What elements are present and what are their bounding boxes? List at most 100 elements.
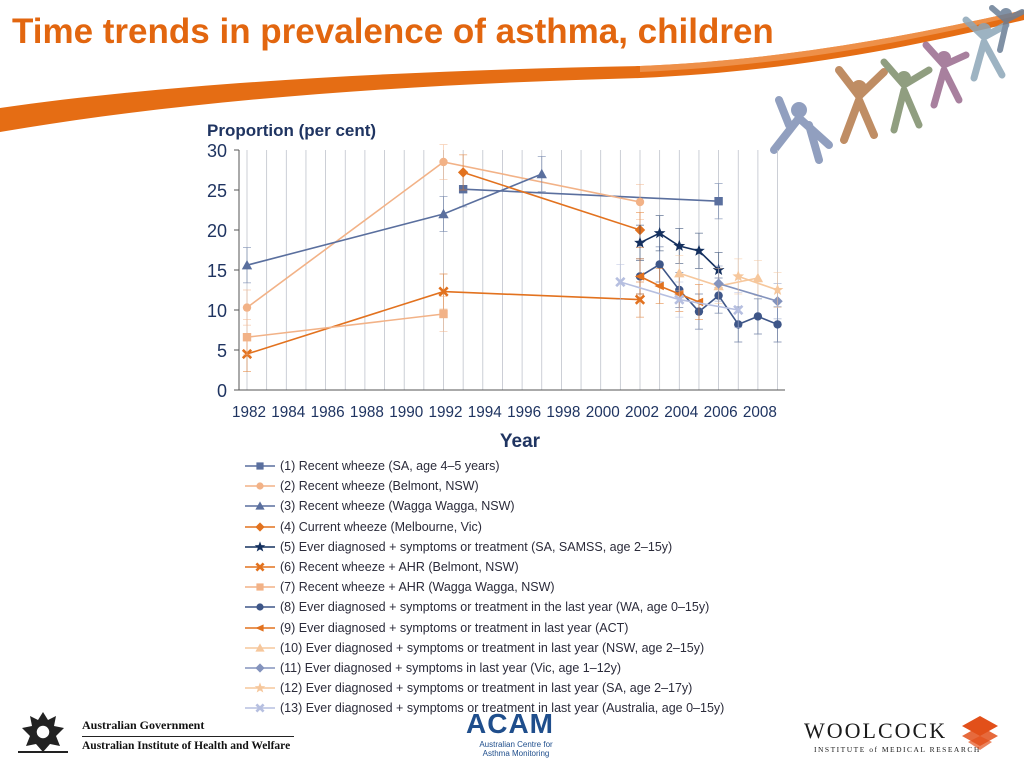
- x-tick-label: 1994: [468, 404, 502, 421]
- series-4: [457, 154, 646, 249]
- y-axis-title: Proportion (per cent): [207, 121, 376, 140]
- legend-swatch: [245, 682, 275, 693]
- legend-label: (5) Ever diagnosed + symptoms or treatme…: [280, 539, 673, 554]
- data-point: [655, 260, 664, 269]
- asthma-trend-chart: Proportion (per cent) Year 0 5 10 15 20 25 30 1…: [207, 121, 785, 452]
- legend-swatch: [245, 603, 275, 612]
- legend-swatch: [245, 562, 275, 572]
- data-point: [713, 278, 724, 289]
- legend-label: (8) Ever diagnosed + symptoms or treatme…: [280, 600, 710, 615]
- coat-of-arms-icon: [18, 712, 68, 753]
- data-point: [653, 227, 666, 239]
- legend-item: (5) Ever diagnosed + symptoms or treatme…: [244, 537, 844, 557]
- legend-swatch: [245, 522, 275, 532]
- series-line: [246, 313, 444, 338]
- data-point: [256, 583, 264, 591]
- x-tick-label: 1988: [350, 404, 384, 421]
- series-13: [615, 263, 744, 329]
- aihw-logo: Australian Government Australian Institu…: [12, 706, 302, 758]
- series-line: [463, 188, 719, 202]
- chart-legend: (1) Recent wheeze (SA, age 4–5 years) (2)…: [244, 456, 844, 718]
- legend-swatch: [245, 663, 275, 673]
- x-tick-label: 2002: [625, 404, 659, 421]
- data-point: [255, 522, 265, 532]
- data-point: [256, 482, 264, 490]
- data-point: [254, 541, 266, 552]
- legend-label: (11) Ever diagnosed + symptoms in last y…: [280, 660, 622, 675]
- legend-item: (6) Recent wheeze + AHR (Belmont, NSW): [244, 557, 844, 577]
- data-point: [634, 272, 645, 281]
- x-tick-label: 2004: [664, 404, 698, 421]
- data-point: [242, 303, 252, 312]
- acam-logo: ACAM Australian Centre for Asthma Monito…: [462, 708, 572, 764]
- x-tick-label: 1990: [389, 404, 423, 421]
- legend-label: (1) Recent wheeze (SA, age 4–5 years): [280, 459, 500, 474]
- woolcock-emblem-icon: [962, 716, 998, 750]
- data-point: [634, 236, 646, 248]
- legend-item: (13) Ever diagnosed + symptoms or treatm…: [244, 698, 844, 718]
- legend-item: (9) Ever diagnosed + symptoms or treatme…: [244, 618, 844, 638]
- x-tick-label: 1986: [311, 404, 345, 421]
- people-figures-illustration: [770, 5, 1024, 164]
- data-point: [438, 208, 449, 219]
- data-point: [615, 276, 626, 288]
- x-tick-label: 2006: [704, 404, 738, 421]
- series-line: [639, 275, 700, 303]
- y-tick-label: 5: [217, 341, 227, 361]
- data-point: [634, 294, 646, 305]
- header-swoosh: [0, 10, 1024, 132]
- y-tick-label: 30: [207, 141, 227, 161]
- acam-wordmark: ACAM: [466, 708, 554, 739]
- data-point: [733, 304, 744, 316]
- gov-line-2: Australian Institute of Health and Welfa…: [82, 740, 291, 752]
- y-tick-label: 15: [207, 261, 227, 281]
- legend-label: (6) Recent wheeze + AHR (Belmont, NSW): [280, 560, 519, 575]
- legend-label: (3) Recent wheeze (Wagga Wagga, NSW): [280, 499, 515, 514]
- series-line: [738, 275, 778, 291]
- legend-item: (11) Ever diagnosed + symptoms in last y…: [244, 658, 844, 678]
- data-point: [255, 623, 264, 632]
- y-tick-label: 10: [207, 301, 227, 321]
- data-point: [242, 333, 252, 342]
- woolcock-logo: WOOLCOCK INSTITUTE of MEDICAL RESEARCH: [804, 712, 1004, 760]
- x-tick-label: 1982: [232, 404, 266, 421]
- slide-title: Time trends in prevalence of asthma, chi…: [12, 12, 774, 51]
- y-tick-label: 25: [207, 181, 227, 201]
- legend-label: (7) Recent wheeze + AHR (Wagga Wagga, NS…: [280, 580, 555, 595]
- data-point: [654, 281, 664, 291]
- acam-subtitle: Australian Centre for Asthma Monitoring: [479, 740, 553, 758]
- series-1: [458, 171, 723, 220]
- legend-swatch: [245, 623, 275, 632]
- legend-item: (10) Ever diagnosed + symptoms or treatm…: [244, 638, 844, 658]
- legend-swatch: [245, 482, 275, 490]
- data-point: [714, 197, 723, 206]
- data-point: [753, 312, 763, 321]
- y-tick-label: 0: [217, 381, 227, 401]
- legend-swatch: [245, 703, 275, 713]
- x-tick-label: 1984: [271, 404, 305, 421]
- data-point: [255, 501, 265, 511]
- data-point: [752, 272, 764, 283]
- data-point: [732, 270, 745, 282]
- x-tick-label: 1996: [507, 404, 541, 421]
- data-point: [536, 168, 547, 179]
- data-point: [254, 682, 266, 693]
- legend-item: (4) Current wheeze (Melbourne, Vic): [244, 517, 844, 537]
- series-line: [462, 171, 641, 231]
- x-tick-label: 1998: [546, 404, 580, 421]
- x-tick-label: 2008: [743, 404, 777, 421]
- data-point: [439, 157, 448, 167]
- data-point: [256, 603, 264, 612]
- legend-swatch: [245, 541, 275, 552]
- data-point: [256, 462, 264, 470]
- data-point: [457, 167, 469, 178]
- legend-swatch: [245, 462, 275, 470]
- x-axis-title: Year: [500, 431, 541, 452]
- series-line: [718, 282, 778, 302]
- legend-item: (2) Recent wheeze (Belmont, NSW): [244, 476, 844, 496]
- legend-item: (12) Ever diagnosed + symptoms or treatm…: [244, 678, 844, 698]
- data-point: [773, 320, 782, 329]
- series-7: [242, 295, 448, 356]
- series-line: [246, 173, 543, 266]
- legend-label: (2) Recent wheeze (Belmont, NSW): [280, 479, 479, 494]
